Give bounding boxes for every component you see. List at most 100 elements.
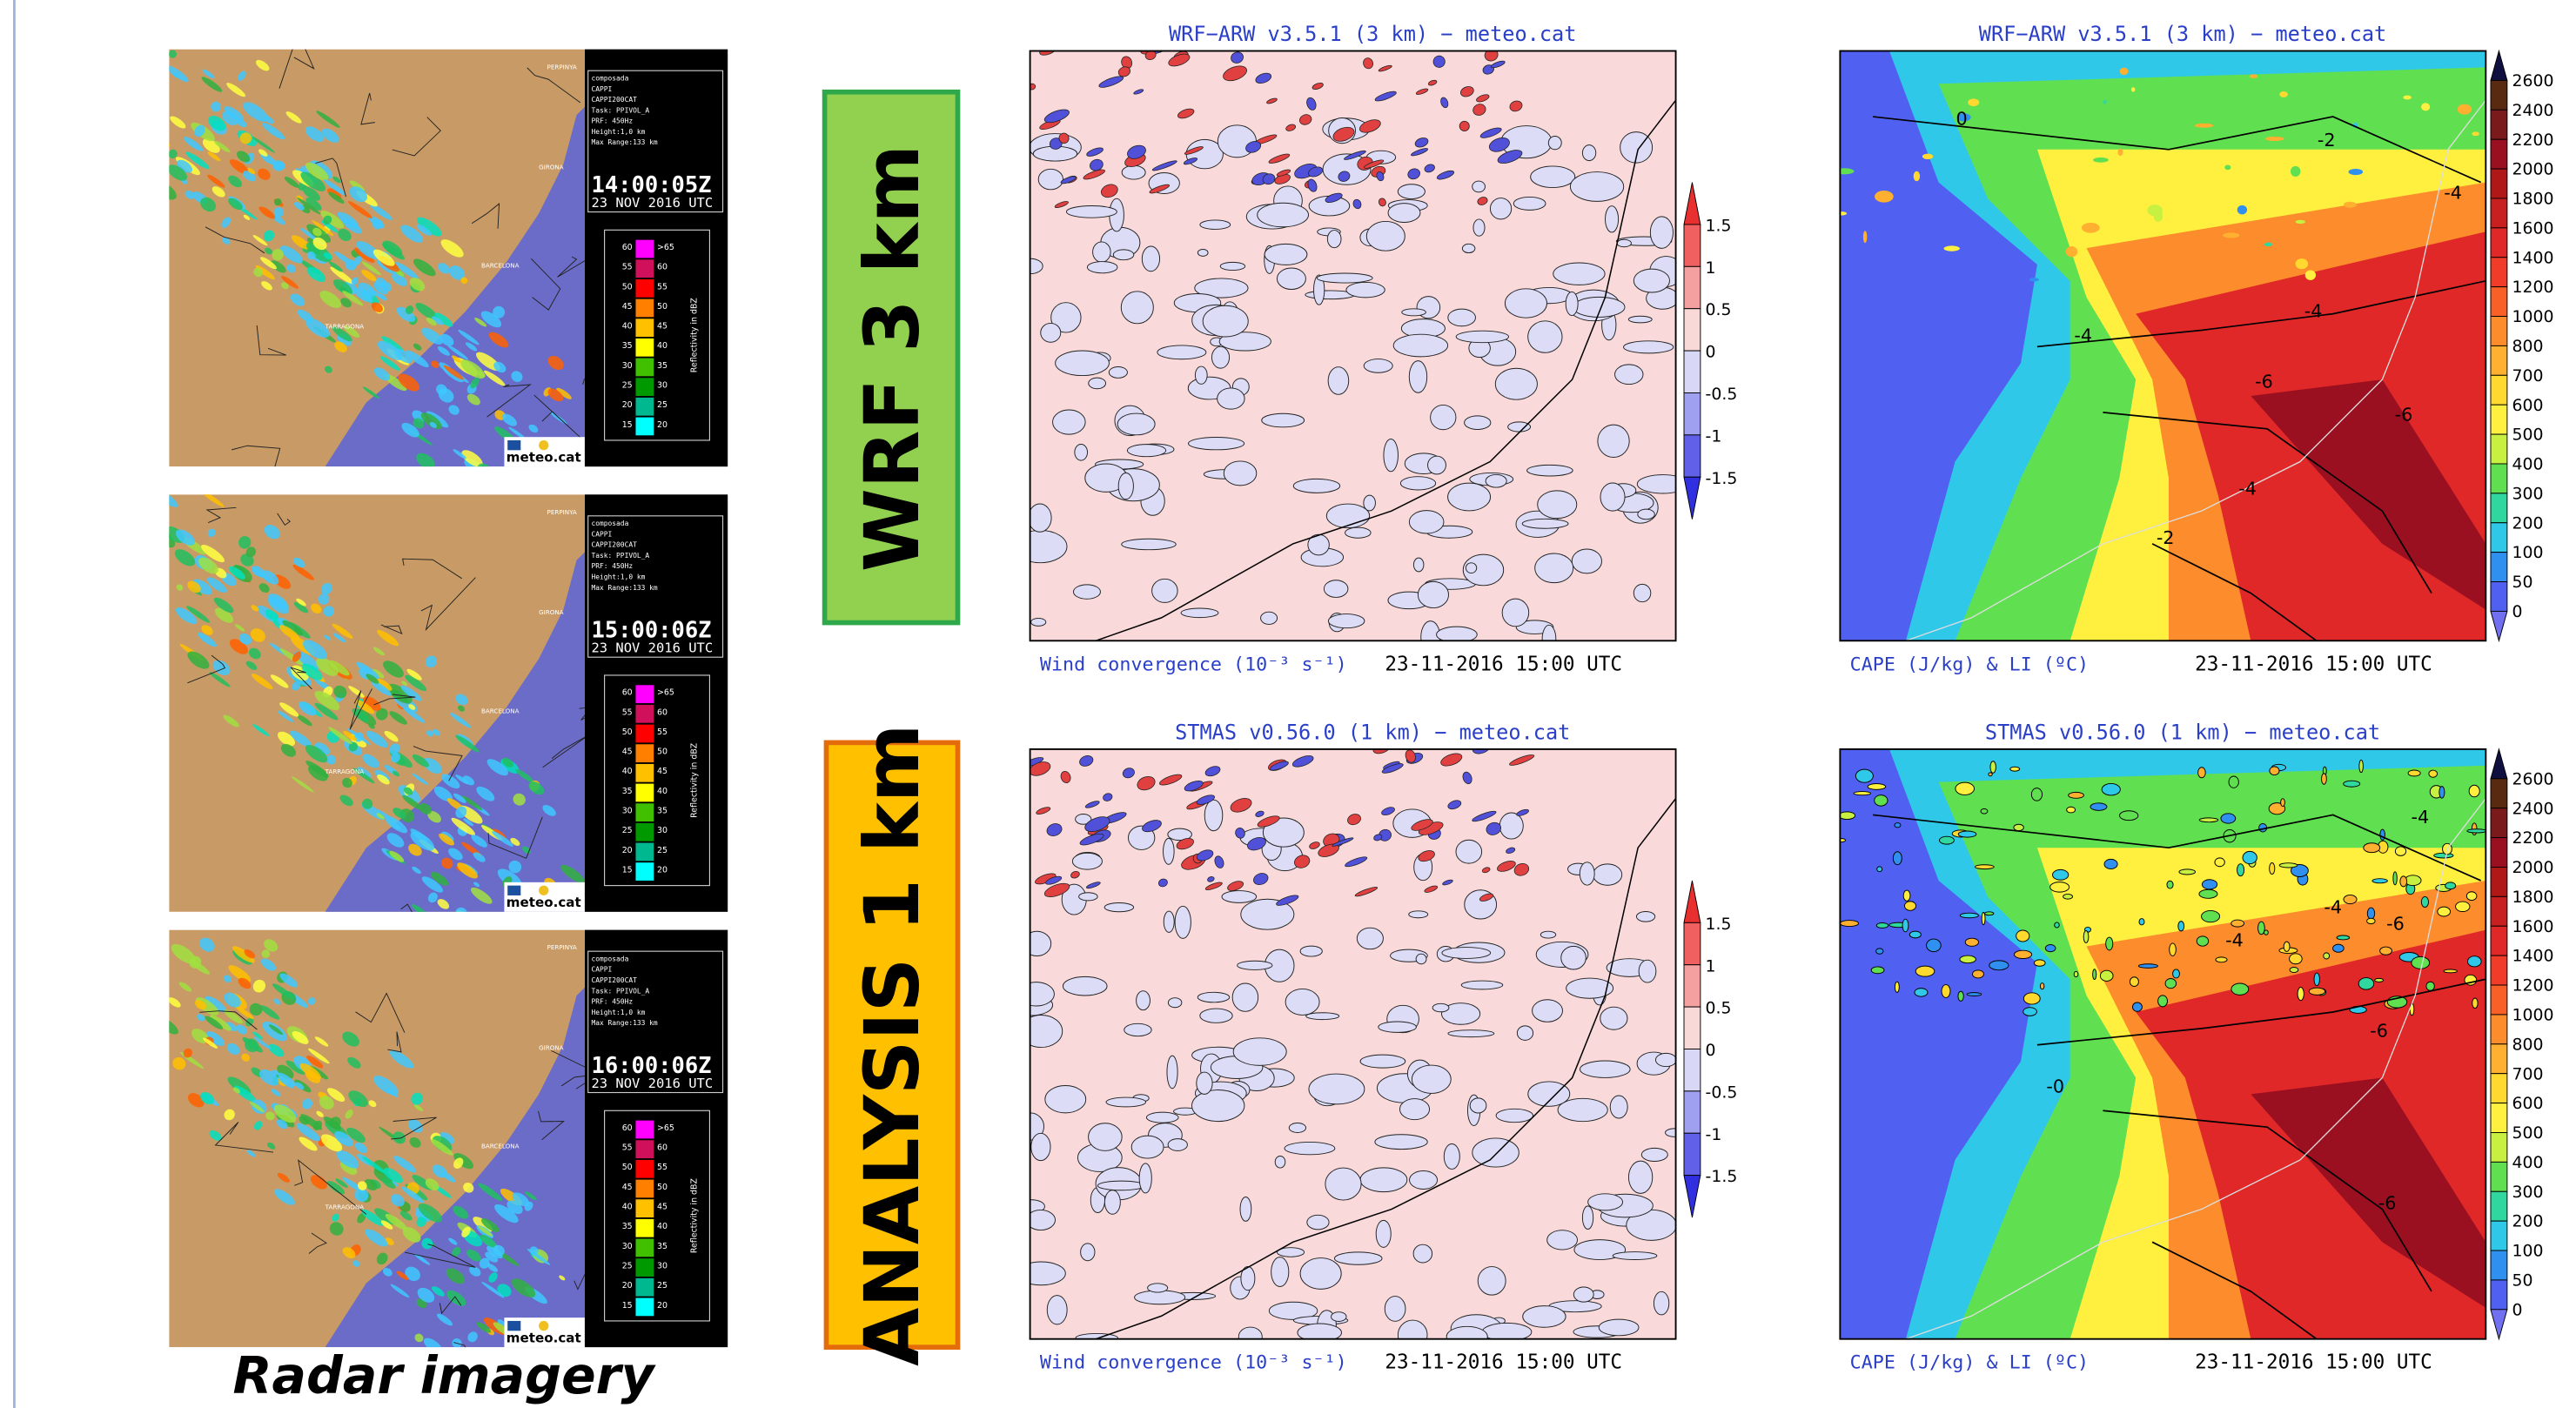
divergence-area: [1200, 220, 1231, 229]
cape-speckle: [2421, 103, 2430, 111]
place-name: PERPINYA: [547, 63, 577, 70]
divergence-area: [1104, 903, 1133, 912]
divergence-area: [1197, 992, 1230, 1002]
cape-speckle: [1960, 955, 1976, 963]
legend-swatch: [635, 1180, 654, 1198]
map-time: 23-11-2016 15:00 UTC: [2195, 653, 2432, 675]
cape-speckle: [1922, 154, 1933, 159]
divergence-area: [1271, 1257, 1289, 1287]
cape-speckle: [1875, 191, 1894, 203]
cape-speckle: [2358, 978, 2373, 990]
divergence-area: [1124, 1023, 1151, 1036]
legend-to: 35: [657, 361, 667, 371]
colorbar-tick-label: 1800: [2512, 190, 2554, 209]
divergence-area: [1066, 206, 1117, 218]
divergence-area: [1523, 1306, 1566, 1328]
cape-speckle: [2040, 983, 2043, 989]
place-name: BARCELONA: [481, 707, 520, 714]
cape-speckle: [2199, 889, 2217, 898]
cape-speckle: [2055, 922, 2060, 928]
divergence-area: [1240, 1197, 1251, 1222]
cape-speckle: [2270, 767, 2279, 775]
colorbar-segment: [2491, 287, 2507, 317]
legend-swatch: [635, 1121, 654, 1139]
cape-speckle: [2467, 956, 2481, 967]
divergence-area: [1168, 1139, 1187, 1151]
divergence-area: [1189, 437, 1244, 449]
cape-speckle: [1960, 913, 1978, 918]
map-field: [1009, 725, 1683, 1350]
divergence-area: [1300, 946, 1322, 956]
legend-to: 55: [657, 282, 667, 292]
cape-speckle: [2344, 202, 2357, 208]
cape-speckle: [1893, 852, 1902, 865]
colorbar-tick-label: 1000: [2512, 1006, 2554, 1025]
divergence-area: [1181, 608, 1218, 618]
colorbar-tick-label: -1: [1706, 1125, 1722, 1144]
legend-from: 40: [622, 1203, 633, 1212]
divergence-area: [1628, 1161, 1652, 1193]
map-title: STMAS v0.56.0 (1 km) − meteo.cat: [1985, 721, 2380, 745]
colorbar-tick-label: 800: [2512, 1035, 2544, 1054]
divergence-area: [1409, 361, 1426, 393]
info-line: PRF: 450Hz: [591, 117, 633, 125]
colorbar-segment: [2491, 345, 2507, 375]
divergence-area: [1360, 1055, 1405, 1068]
colorbar-segment: [2491, 838, 2507, 868]
cape-speckle: [2102, 783, 2120, 795]
info-line: composada: [591, 75, 628, 83]
divergence-area: [1113, 250, 1134, 260]
info-line: Max Range:133 km: [591, 138, 657, 146]
legend-to: 50: [657, 302, 667, 312]
divergence-area: [1655, 1053, 1676, 1066]
cape-speckle: [2010, 767, 2020, 771]
contour-label: -6: [2378, 1193, 2397, 1214]
divergence-area: [1570, 172, 1623, 202]
cape-speckle: [2197, 936, 2208, 946]
colorbar-segment: [2491, 955, 2507, 985]
divergence-area: [1553, 263, 1605, 285]
colorbar-segment: [1684, 965, 1701, 1007]
legend-swatch: [635, 784, 654, 802]
colorbar-tick-label: 600: [2512, 1094, 2544, 1113]
colorbar-tick-label: 2600: [2512, 769, 2554, 788]
legend-from: 25: [622, 1262, 633, 1271]
divergence-area: [1366, 221, 1405, 251]
cape-speckle: [2045, 945, 2056, 952]
colorbar-segment: [2491, 985, 2507, 1015]
cape-speckle: [2031, 788, 2042, 801]
colorbar-tick-label: 100: [2512, 543, 2544, 562]
cape-speckle: [1914, 171, 1920, 181]
divergence-area: [1334, 1252, 1382, 1264]
divergence-area: [1505, 289, 1546, 318]
legend-to: 35: [657, 1242, 667, 1251]
legend-to: 20: [657, 1301, 667, 1311]
cape-speckle: [2270, 863, 2275, 875]
cape-speckle: [2224, 164, 2231, 170]
colorbar-tick-label: 2200: [2512, 828, 2554, 848]
colorbar-segment: [2491, 198, 2507, 228]
colorbar-segment: [2491, 1074, 2507, 1103]
divergence-area: [1265, 244, 1307, 265]
divergence-area: [1409, 911, 1428, 918]
divergence-area: [1400, 477, 1435, 490]
colorbar-tick-label: 1200: [2512, 278, 2554, 297]
divergence-area: [1490, 198, 1511, 219]
colorbar-tick-label: 1200: [2512, 976, 2554, 996]
cape-speckle: [2117, 149, 2123, 156]
divergence-area: [1410, 1171, 1438, 1190]
colorbar-tick-label: 500: [2512, 1123, 2544, 1143]
cape-speckle: [2429, 770, 2438, 777]
legend-swatch: [635, 359, 654, 377]
cape-speckle: [2237, 864, 2244, 876]
colorbar-segment: [2491, 169, 2507, 198]
contour-label: -2: [2157, 527, 2175, 548]
colorbar-tick-label: 1: [1706, 956, 1716, 976]
cape-speckle: [1968, 98, 1979, 106]
legend-to: 25: [657, 400, 667, 410]
divergence-area: [1053, 410, 1086, 434]
cape-speckle: [1895, 823, 1901, 828]
colorbar-segment: [1684, 1133, 1701, 1175]
info-line: CAPPI: [591, 85, 612, 93]
colorbar-tick-label: 0.5: [1706, 999, 1732, 1018]
